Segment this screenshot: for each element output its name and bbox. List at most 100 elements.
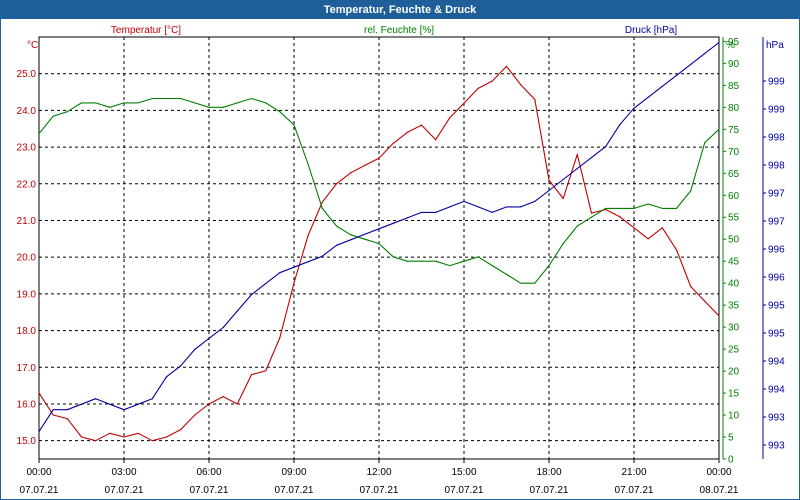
data-point: [661, 227, 663, 229]
data-point: [321, 201, 323, 203]
y-right1-unit: %: [726, 40, 735, 51]
data-point: [151, 440, 153, 442]
data-point: [151, 398, 153, 400]
data-point: [52, 409, 54, 411]
data-point: [208, 106, 210, 108]
y-left-tick-label: 15.0: [17, 436, 37, 447]
data-point: [675, 207, 678, 210]
y-right1-tick-label: 25: [728, 345, 740, 356]
y-right2-tick-label: 994: [768, 357, 785, 368]
y-right1-tick-label: 0: [728, 455, 734, 466]
x-tick-date: 07.07.21: [275, 485, 314, 496]
data-point: [420, 260, 423, 262]
data-point: [165, 436, 168, 438]
data-point: [350, 239, 352, 241]
y-right2-tick-label: 996: [768, 245, 785, 256]
y-left-tick-label: 20.0: [17, 253, 37, 264]
data-point: [180, 97, 182, 100]
data-point: [463, 200, 465, 203]
data-point: [364, 238, 366, 240]
data-point: [562, 178, 564, 181]
data-point: [279, 337, 281, 339]
data-point: [109, 106, 111, 108]
data-point: [392, 142, 394, 145]
y-right1-tick-label: 95: [728, 37, 740, 48]
x-tick-date: 07.07.21: [20, 485, 59, 496]
y-right1-tick-label: 20: [728, 367, 740, 378]
data-point: [123, 436, 125, 438]
x-tick-time: 06:00: [196, 467, 221, 478]
data-point: [350, 172, 352, 174]
chart-title: Temperatur, Feuchte & Druck: [1, 1, 799, 19]
x-tick-date: 07.07.21: [445, 485, 484, 496]
data-point: [137, 403, 139, 405]
data-point: [505, 206, 508, 208]
y-left-tick-label: 22.0: [17, 179, 37, 190]
data-point: [293, 124, 295, 126]
data-point: [505, 65, 508, 67]
y-left-tick-label: 25.0: [17, 69, 37, 80]
data-point: [279, 272, 281, 274]
y-right2-tick-label: 993: [768, 413, 785, 424]
y-right2-unit: hPa: [766, 40, 784, 51]
data-point: [392, 222, 394, 224]
data-point: [293, 282, 295, 284]
data-point: [350, 234, 352, 236]
data-point: [123, 409, 125, 411]
y-left-tick-label: 23.0: [17, 143, 37, 154]
data-point: [406, 131, 408, 134]
y-right1-tick-label: 55: [728, 213, 740, 224]
data-point: [236, 310, 238, 312]
data-point: [66, 409, 68, 411]
data-point: [491, 264, 493, 267]
data-point: [690, 285, 692, 288]
y-right2-tick-label: 996: [768, 273, 785, 284]
data-point: [265, 283, 267, 285]
data-point: [633, 207, 635, 210]
y-right2-tick-label: 999: [768, 105, 785, 116]
data-point: [548, 189, 550, 192]
y-right1-tick-label: 30: [728, 323, 740, 334]
data-point: [605, 207, 607, 210]
y-right2-axis-label: Druck [hPa]: [625, 25, 677, 36]
y-right2-tick-label: 997: [768, 217, 785, 228]
data-point: [406, 217, 408, 219]
data-point: [463, 102, 465, 104]
data-point: [137, 102, 139, 104]
data-point: [619, 216, 621, 218]
data-point: [406, 260, 408, 262]
data-point: [605, 146, 607, 148]
y-right2-tick-label: 995: [768, 329, 785, 340]
data-point: [449, 264, 451, 267]
data-point: [38, 392, 40, 394]
data-point: [250, 293, 253, 296]
data-point: [194, 414, 196, 416]
x-tick-time: 03:00: [111, 467, 136, 478]
data-point: [392, 256, 394, 258]
y-right1-axis-label: rel. Feuchte [%]: [364, 25, 434, 36]
data-point: [80, 436, 83, 438]
data-point: [165, 97, 168, 100]
data-point: [265, 102, 267, 104]
data-point: [505, 273, 508, 275]
y-right1-tick-label: 35: [728, 301, 740, 312]
y-right1-tick-label: 75: [728, 125, 740, 136]
data-point: [307, 234, 309, 236]
y-left-axis-label: Temperatur [°C]: [111, 25, 181, 36]
data-point: [80, 102, 83, 104]
data-point: [222, 396, 224, 398]
data-point: [576, 167, 578, 170]
data-point: [590, 156, 593, 159]
data-point: [704, 300, 706, 302]
data-point: [619, 207, 621, 210]
data-point: [321, 207, 323, 210]
data-point: [675, 74, 678, 76]
data-point: [250, 374, 253, 376]
data-point: [718, 41, 720, 44]
data-point: [378, 243, 380, 245]
data-point: [463, 260, 465, 262]
y-left-tick-label: 19.0: [17, 289, 37, 300]
data-point: [491, 211, 493, 213]
data-point: [38, 133, 40, 135]
